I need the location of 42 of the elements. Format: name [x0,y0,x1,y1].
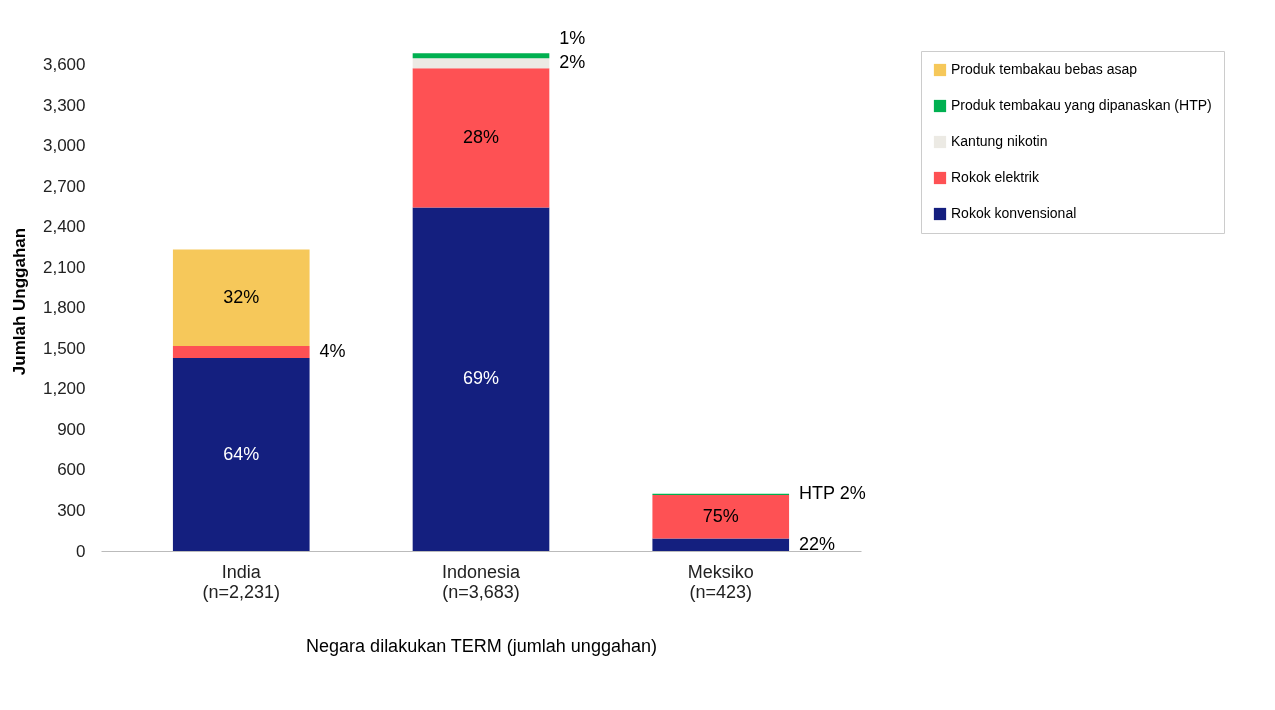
annotation: 75% [702,505,739,526]
bar [652,494,790,539]
bar [172,249,310,346]
y-tick-label: 2,400 [42,217,86,237]
x-tick-label: Indonesia (n=3,683) [441,561,522,602]
bar [172,346,310,359]
text: 1% [559,28,586,49]
bar [652,538,790,551]
annotation: 28% [462,126,500,147]
y-tick-label: 2,100 [42,257,86,277]
annotation: 4% [319,341,346,362]
y-tick-label: 300 [57,500,86,520]
bar [412,53,550,59]
legend-label: Rokok konvensional [951,205,1077,221]
bar [172,358,310,551]
y-tick-label: 1,200 [42,379,86,399]
annotation: 64% [223,443,260,464]
bar [412,207,550,551]
legend-label: Produk tembakau bebas asap [951,61,1138,77]
annotation: 32% [223,286,260,307]
legend-label: Produk tembakau yang dipanaskan (HTP) [951,97,1212,113]
legend-label: Kantung nikotin [951,133,1048,149]
y-tick-label: 900 [57,419,86,439]
y-tick-label: 3,300 [42,95,86,115]
bar [412,68,550,208]
x-tick-label: India (n=2,231) [202,561,281,602]
bar [412,58,550,69]
y-tick-label: 0 [76,541,86,561]
legend-label: Rokok elektrik [951,169,1040,185]
x-tick-label: Meksiko (n=423) [687,561,754,602]
y-tick-label: 3,000 [42,136,86,156]
y-tick-label: 3,600 [42,55,86,75]
y-tick-label: 1,800 [42,298,86,318]
y-tick-label: 2,700 [42,176,86,196]
annotation: 69% [462,368,500,389]
x-axis-title: Negara dilakukan TERM (jumlah unggahan) [306,635,657,656]
annotation: 22% [799,533,836,554]
y-tick-label: 600 [57,460,86,480]
annotation: HTP 2% [799,483,866,504]
annotation: 2% [559,52,586,73]
y-tick-label: 1,500 [42,338,86,358]
y-axis-title: Jumlah Unggahan [9,227,29,376]
